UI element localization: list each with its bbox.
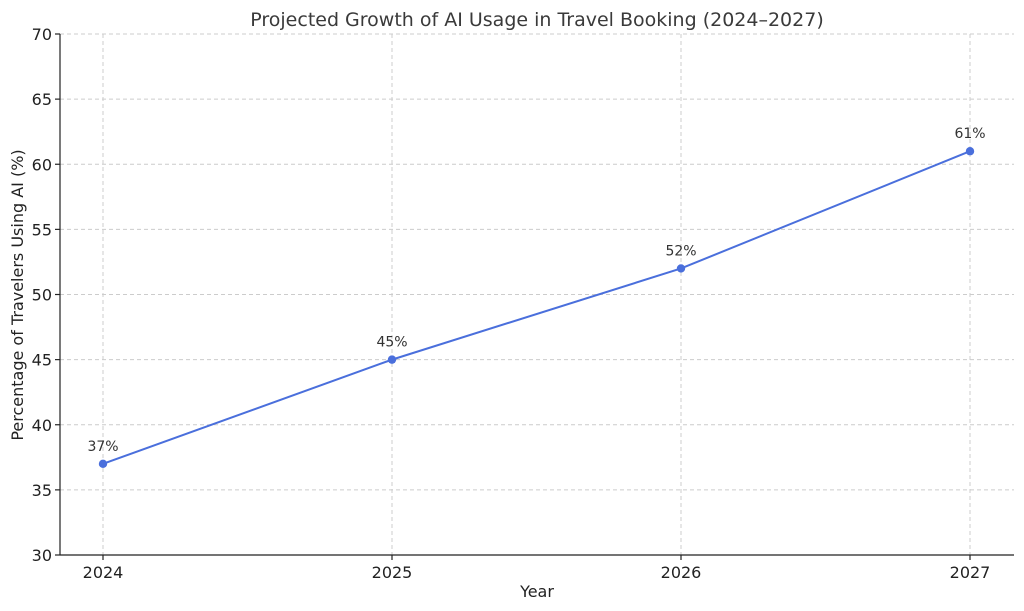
data-label: 61% <box>954 126 985 142</box>
y-tick-label: 70 <box>32 25 52 44</box>
data-point <box>387 355 397 364</box>
grid <box>60 33 1014 556</box>
y-tick-label: 60 <box>32 155 52 174</box>
y-tick-label: 30 <box>32 546 52 565</box>
data-label: 52% <box>665 243 696 259</box>
x-tick-label: 2026 <box>661 563 702 582</box>
y-tick-label: 55 <box>32 220 52 239</box>
x-ticks: 2024 2025 2026 2027 <box>83 555 991 582</box>
y-tick-label: 35 <box>32 481 52 500</box>
x-tick-label: 2025 <box>372 563 413 582</box>
y-tick-label: 50 <box>32 286 52 305</box>
y-axis-label: Percentage of Travelers Using AI (%) <box>8 149 27 440</box>
x-tick-label: 2024 <box>83 563 124 582</box>
y-tick-label: 45 <box>32 351 52 370</box>
series: 37% 45% 52% 61% <box>87 126 986 469</box>
x-tick-label: 2027 <box>950 563 991 582</box>
data-label: 45% <box>376 335 407 351</box>
y-ticks: 30 35 40 45 50 55 60 65 70 <box>32 25 60 565</box>
chart-title: Projected Growth of AI Usage in Travel B… <box>250 9 823 31</box>
x-axis-label: Year <box>519 582 554 601</box>
data-point <box>676 264 686 273</box>
data-point <box>965 147 975 156</box>
data-point <box>98 459 108 469</box>
y-tick-label: 65 <box>32 90 52 109</box>
y-tick-label: 40 <box>32 416 52 435</box>
series-line <box>102 150 971 465</box>
data-label: 37% <box>87 439 118 455</box>
